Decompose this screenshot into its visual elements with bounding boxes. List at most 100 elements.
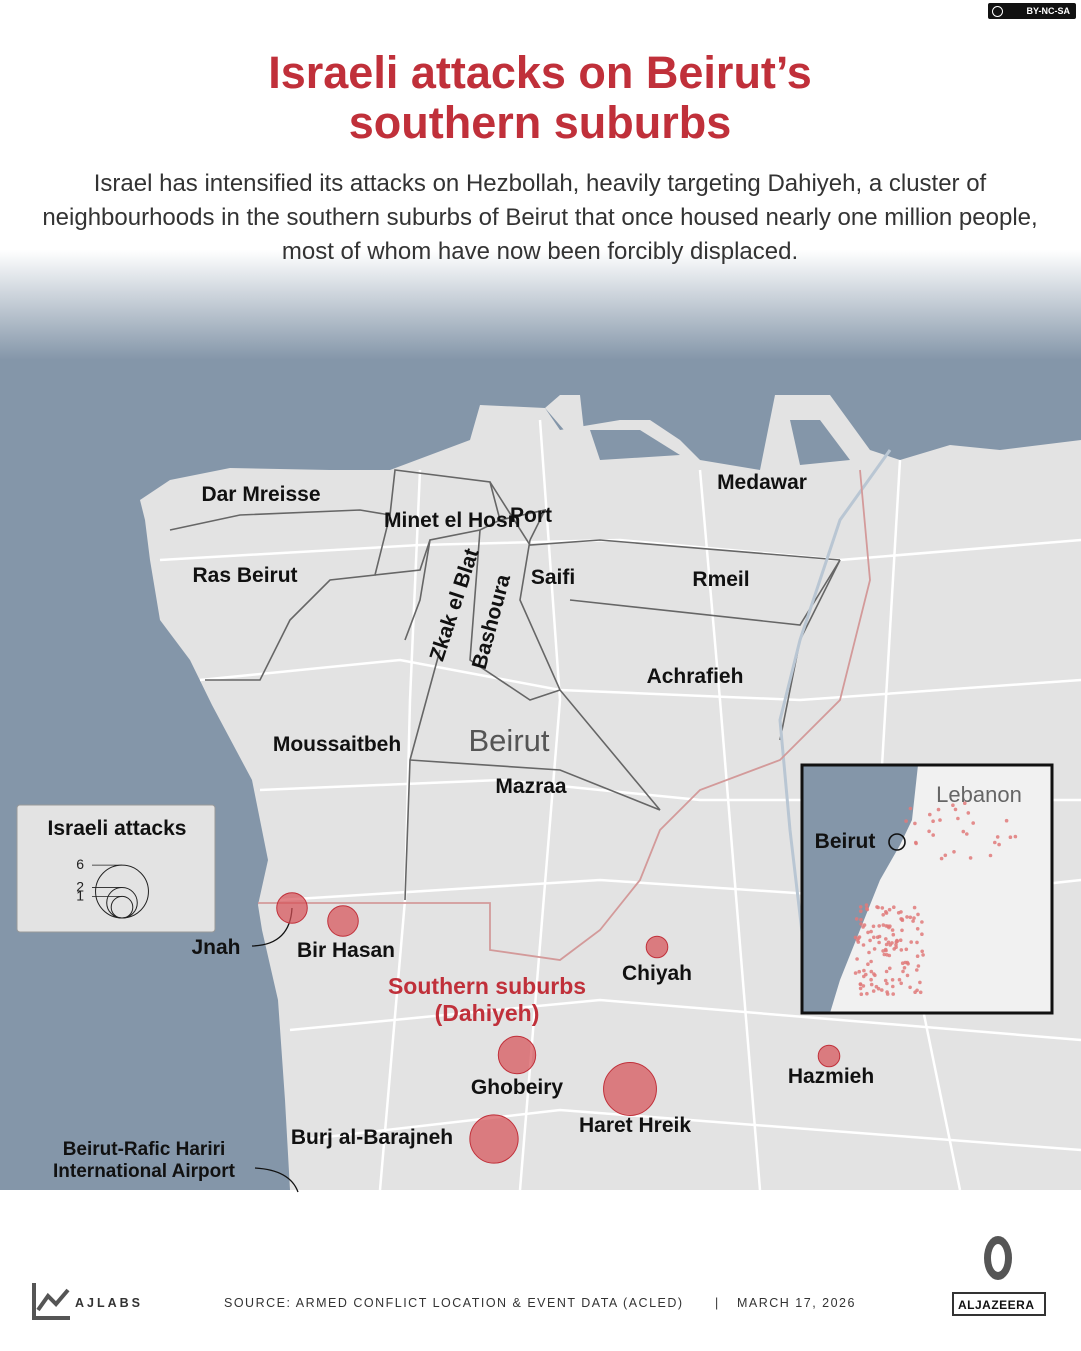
inset-dot [888,943,892,947]
neighbourhood-label: Port [510,504,552,527]
inset-dot [884,910,888,914]
neighbourhood-label: Saifi [530,566,576,589]
inset-dot [916,912,920,917]
inset-dot [995,835,1000,839]
inset-map [800,763,1054,1015]
inset-dot [881,913,885,917]
inset-dot [891,992,895,996]
attack-circle [817,1044,841,1068]
brand: AJLABS [75,1296,144,1310]
inset-dot [968,856,973,860]
inset-dot [905,973,910,978]
inset-dot [921,953,925,957]
attack-circle [645,935,669,959]
inset-dot [997,842,1001,847]
inset-dot [869,977,873,982]
suburbs-boundary [258,469,871,961]
inset-dot [872,947,877,951]
city-label: Beirut [468,723,550,758]
inset-dot [901,969,905,974]
inset-dot [951,803,955,807]
inset-dot [898,938,903,942]
legend-size-label: 2 [76,878,84,894]
date: MARCH 17, 2026 [737,1296,856,1310]
inset-dot [886,940,891,945]
inset-dot [902,966,907,970]
source: SOURCE: ARMED CONFLICT LOCATION & EVENT … [224,1296,684,1310]
inset-dot [905,915,909,919]
inset-dot [885,981,889,986]
neighbourhood-label: Medawar [717,471,807,494]
inset-dot [862,974,866,979]
inset-dot [885,953,889,957]
inset-dot [952,850,956,854]
attack-circle [603,1062,657,1116]
license-badge: BY-NC-SA [988,3,1076,19]
inset-dot [871,924,876,929]
legend-size-label: 1 [76,887,84,903]
inset-dot [916,964,921,968]
attack-label: Jnah [191,936,241,959]
inset-dot [861,943,866,947]
inset-dot [904,947,909,952]
inset-dot [864,903,869,907]
inset-dot [900,928,904,933]
inset-dot [965,832,969,836]
attack-circle [276,892,308,924]
inset-dot [920,920,924,924]
port-basin [590,420,850,465]
inset-dot [859,922,863,926]
inset-dot [880,988,884,992]
inset-dot [859,909,863,913]
inset-dot [871,989,876,993]
inset-dot [882,952,887,957]
inset-dot [939,856,944,861]
inset-dots [853,801,1018,996]
inset-dot [862,968,866,973]
inset-dot [887,925,891,930]
aljazeera-box [952,1292,1046,1316]
inset-dot [895,938,899,943]
inset-dot [869,959,873,964]
inset-dot [862,923,867,927]
inset-dot [858,982,863,987]
legend-marks: 6 21 [76,856,149,919]
inset-dot [874,984,879,989]
inset-dot [928,812,932,817]
inset-dot [988,853,993,858]
inset-dot [913,821,917,826]
inset-dot [891,984,895,989]
inset-dot [915,988,919,993]
inset-dot [1004,818,1009,823]
inset-dot [855,938,860,942]
inset-dot [883,978,888,983]
inset-dot [859,917,863,922]
attack-circle [469,1114,519,1164]
inset-dot [855,957,859,961]
inset-dot [908,985,912,990]
inset-dot [857,969,861,974]
inset-dot [953,807,958,812]
inset-dot [885,992,890,996]
inset-dot [966,811,971,815]
inset-dot [912,905,917,910]
inset-dot [869,969,874,974]
inset-dot [931,819,935,823]
inset-dot [888,966,892,971]
inset-dot [865,991,869,996]
inset-dot [867,950,871,955]
neighbourhood-label: Mazraa [495,775,567,798]
inset-country: Lebanon [936,782,1022,807]
legend-box [16,804,216,933]
inset-dot [884,969,889,974]
inset-dot [875,935,880,939]
district-boundaries [169,469,841,901]
inset-dot [877,940,881,945]
inset-dot [891,932,896,937]
inset-dot [900,918,905,922]
neighbourhood-label: Minet el Hosn [384,509,521,532]
inset-dot [876,905,880,910]
legend [16,804,216,933]
